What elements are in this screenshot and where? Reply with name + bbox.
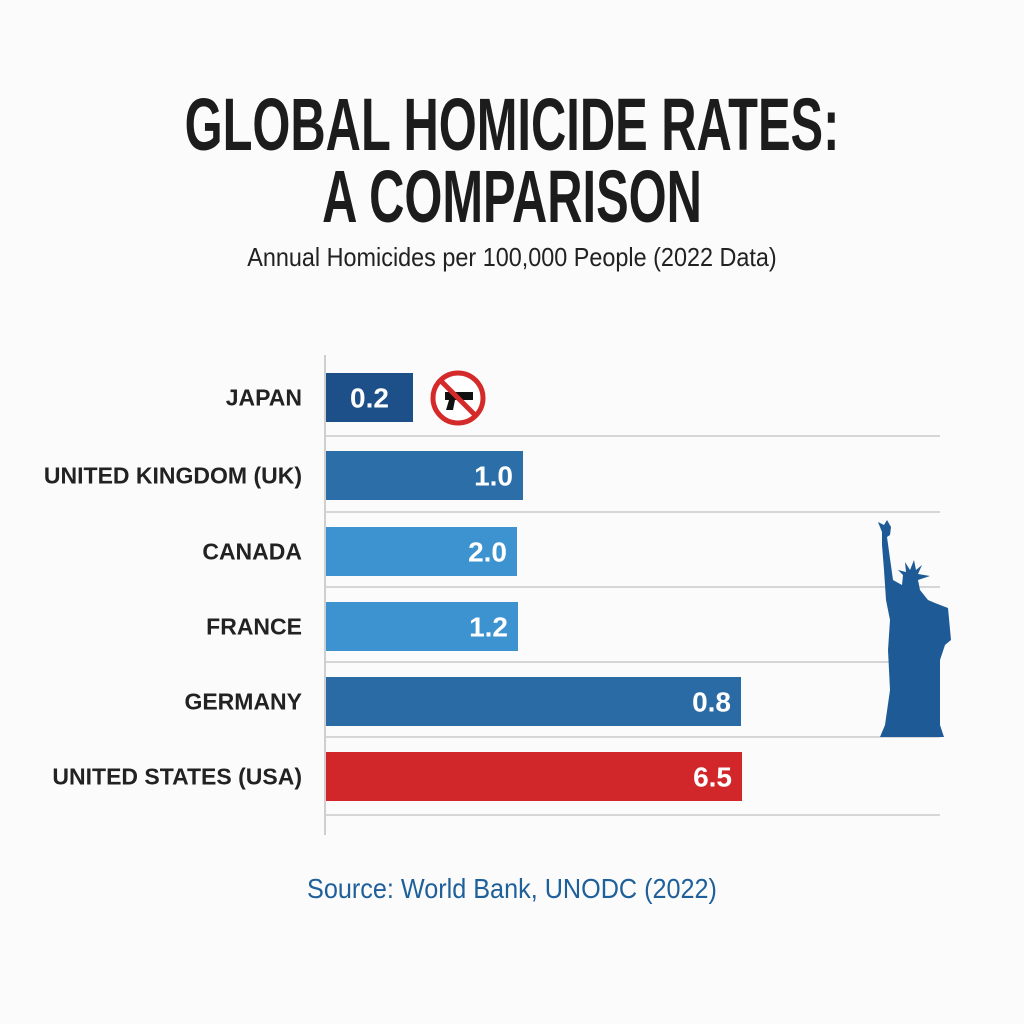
- bar-germany: [326, 677, 741, 726]
- category-label: JAPAN: [226, 385, 302, 411]
- chart-title-line-2: A COMPARISON: [322, 155, 702, 238]
- value-label: 0.8: [692, 687, 731, 718]
- category-label: UNITED KINGDOM (UK): [44, 463, 302, 489]
- chart-title-line-1: GLOBAL HOMICIDE RATES:: [184, 83, 840, 166]
- category-label: GERMANY: [184, 689, 302, 715]
- chart-subtitle: Annual Homicides per 100,000 People (202…: [247, 242, 777, 272]
- no-gun-icon: [430, 370, 486, 426]
- category-label: UNITED STATES (USA): [52, 764, 302, 790]
- source-note: Source: World Bank, UNODC (2022): [307, 873, 717, 904]
- category-label: CANADA: [202, 539, 302, 565]
- value-label: 1.0: [474, 461, 513, 492]
- value-label: 1.2: [469, 612, 508, 643]
- value-label: 2.0: [468, 537, 507, 568]
- statue-of-liberty-icon: [878, 520, 951, 737]
- category-label: FRANCE: [206, 614, 302, 640]
- bar-united-states-usa: [326, 752, 742, 801]
- bar-canada: [326, 527, 517, 576]
- value-label: 6.5: [693, 762, 732, 793]
- value-label: 0.2: [350, 383, 389, 414]
- bar-japan: [326, 373, 413, 422]
- bar-united-kingdom-uk: [326, 451, 523, 500]
- bar-france: [326, 602, 518, 651]
